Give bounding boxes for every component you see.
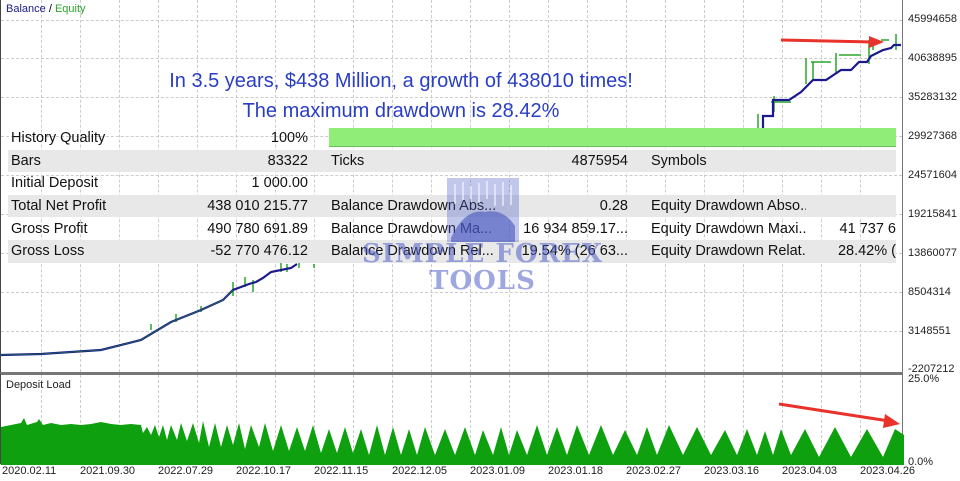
stat-label: Equity Drawdown Relat...	[651, 243, 806, 260]
deposit-load-min-tick: 0.0%	[908, 456, 960, 468]
red-arrow-top	[780, 36, 884, 48]
y-tick: 3148551	[908, 325, 960, 337]
stat-label: Balance Drawdown Abs...	[331, 198, 497, 215]
x-tick: 2023.01.09	[470, 465, 526, 477]
y-tick: 29927368	[908, 130, 960, 142]
y-tick: 40638895	[908, 52, 960, 64]
y-tick: 13860077	[908, 247, 960, 259]
stat-label: Bars	[11, 152, 41, 169]
stats-row-initial-deposit: Initial Deposit 1 000.00	[8, 172, 896, 195]
stat-value: 4875954	[571, 152, 628, 169]
stat-label: Equity Drawdown Maxi...	[651, 220, 806, 237]
stat-value: 100%	[270, 130, 308, 147]
red-arrow-bottom	[778, 402, 900, 428]
stats-table: History Quality 100% Bars 83322 Ticks 48…	[8, 127, 896, 263]
stat-label: Gross Profit	[11, 220, 88, 237]
legend-separator: /	[45, 3, 55, 15]
x-tick: 2020.02.11	[2, 465, 57, 477]
y-tick: 8504314	[908, 286, 960, 298]
stat-label: Ticks	[331, 152, 365, 169]
stat-label: Balance Drawdown Rel...	[331, 243, 494, 260]
stats-row-gross-profit: Gross Profit 490 780 691.89 Balance Draw…	[8, 217, 896, 240]
deposit-load-max-tick: 25.0%	[908, 373, 960, 385]
x-tick: 2022.12.05	[392, 465, 448, 477]
chart-legend: Balance / Equity	[6, 3, 86, 15]
stats-row-bars: Bars 83322 Ticks 4875954 Symbols	[8, 149, 896, 173]
stat-value: 41 737 6	[839, 220, 896, 237]
deposit-load-area	[1, 402, 904, 465]
stats-row-history-quality: History Quality 100%	[8, 127, 896, 150]
x-tick: 2022.07.29	[158, 465, 214, 477]
stat-value: 1 000.00	[251, 175, 308, 192]
stat-value: 16 934 859.17...	[523, 220, 628, 237]
x-tick: 2023.01.18	[548, 465, 604, 477]
history-quality-bar	[329, 128, 896, 147]
x-tick: 2021.09.30	[80, 465, 136, 477]
stat-label: Symbols	[651, 152, 707, 169]
headline-line1: In 3.5 years, $438 Million, a growth of …	[169, 70, 633, 92]
stats-row-gross-loss: Gross Loss -52 770 476.12 Balance Drawdo…	[8, 239, 896, 263]
price-axis: 45994658 40638895 35283132 29927368 2457…	[904, 0, 960, 481]
y-tick: 19215841	[908, 208, 960, 220]
stat-value: -52 770 476.12	[210, 243, 308, 260]
stat-label: Gross Loss	[11, 243, 85, 260]
headline-line2: The maximum drawdown is 28.42%	[242, 100, 560, 122]
stat-value: 490 780 691.89	[207, 220, 308, 237]
stat-label: Equity Drawdown Abso...	[651, 198, 806, 215]
stat-label: History Quality	[11, 130, 106, 147]
x-tick: 2022.11.15	[314, 465, 369, 477]
stat-label: Balance Drawdown Ma...	[331, 220, 493, 237]
time-axis: 2020.02.11 2021.09.30 2022.07.29 2022.10…	[0, 465, 920, 481]
x-tick: 2023.04.03	[782, 465, 838, 477]
legend-balance: Balance	[6, 3, 46, 15]
stat-label: Initial Deposit	[11, 175, 99, 192]
stat-value: 28.42% (	[837, 243, 896, 260]
stat-value: 0.28	[599, 198, 628, 215]
headline-annotation: In 3.5 years, $438 Million, a growth of …	[141, 66, 661, 126]
balance-equity-lines	[1, 34, 901, 357]
stat-value: 438 010 215.77	[207, 198, 308, 215]
x-tick: 2023.03.16	[704, 465, 760, 477]
x-tick: 2023.04.26	[860, 465, 916, 477]
deposit-load-chart[interactable]: Deposit Load	[0, 372, 904, 465]
stat-value: 19.54% (26 63...	[521, 243, 628, 260]
deposit-load-label: Deposit Load	[6, 379, 71, 391]
stats-row-total-net-profit: Total Net Profit 438 010 215.77 Balance …	[8, 194, 896, 218]
x-tick: 2023.02.27	[626, 465, 682, 477]
y-tick: 24571604	[908, 169, 960, 181]
stat-label: Total Net Profit	[11, 198, 107, 215]
stat-value: 83322	[267, 152, 308, 169]
y-tick: 35283132	[908, 91, 960, 103]
y-tick: -2207212	[908, 363, 960, 375]
legend-equity: Equity	[54, 3, 86, 15]
x-tick: 2022.10.17	[236, 465, 292, 477]
y-tick: 45994658	[908, 13, 960, 25]
